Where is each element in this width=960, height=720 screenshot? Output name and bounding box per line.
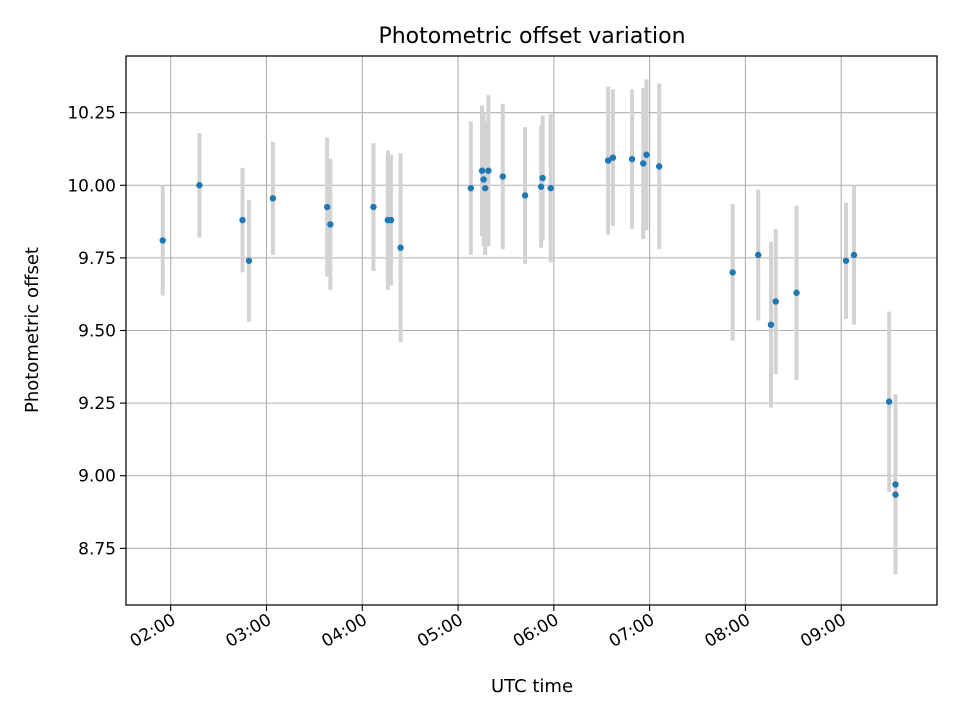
data-point <box>159 237 166 244</box>
chart-title: Photometric offset variation <box>378 24 685 49</box>
data-point <box>628 155 636 163</box>
data-point <box>729 269 736 276</box>
data-points <box>159 151 899 498</box>
data-point <box>467 184 475 192</box>
data-point <box>269 195 277 202</box>
y-tick-label: 9.25 <box>78 394 116 414</box>
x-tick-label: 09:00 <box>797 610 849 652</box>
y-axis-ticks: 8.75 9.00 9.25 9.50 9.75 10.00 10.25 <box>67 104 126 559</box>
y-tick-label: 9.00 <box>78 467 116 487</box>
data-point <box>772 298 779 305</box>
data-point <box>609 154 617 161</box>
y-tick-label: 9.75 <box>78 249 116 269</box>
data-point <box>370 203 377 211</box>
y-tick-label: 9.50 <box>78 322 116 342</box>
data-point <box>842 257 850 264</box>
x-axis-label: UTC time <box>491 676 573 697</box>
data-point <box>397 244 404 251</box>
x-axis-ticks: 02:00 03:00 04:00 05:00 06:00 07:00 08:00 09:00 <box>127 605 850 652</box>
data-point <box>850 251 858 259</box>
x-tick-label: 06:00 <box>510 610 562 652</box>
data-point <box>547 184 554 192</box>
error-bars <box>160 79 898 575</box>
data-point <box>537 183 545 190</box>
data-point <box>499 173 506 180</box>
data-point <box>754 251 762 259</box>
data-point <box>767 321 775 328</box>
data-point <box>640 160 647 167</box>
data-point <box>480 176 487 183</box>
data-point <box>539 174 546 182</box>
data-point <box>323 203 331 211</box>
data-point <box>892 481 899 488</box>
y-tick-label: 10.00 <box>67 176 116 196</box>
data-point <box>327 221 334 228</box>
data-point <box>656 163 663 170</box>
x-tick-label: 03:00 <box>223 610 275 652</box>
x-tick-label: 08:00 <box>701 610 753 652</box>
data-point <box>482 184 489 192</box>
data-point <box>387 216 395 224</box>
data-point <box>239 216 246 224</box>
data-point <box>485 167 492 174</box>
y-tick-label: 10.25 <box>67 104 116 124</box>
data-point <box>245 257 253 264</box>
y-axis-label: Photometric offset <box>22 247 43 413</box>
data-point <box>885 398 893 405</box>
data-point <box>521 192 529 199</box>
grid-lines <box>126 56 937 605</box>
data-point <box>478 167 486 174</box>
x-tick-label: 07:00 <box>606 610 658 652</box>
data-point <box>196 182 203 189</box>
data-point <box>793 289 800 296</box>
x-tick-label: 04:00 <box>318 610 370 652</box>
y-tick-label: 8.75 <box>78 539 116 559</box>
x-tick-label: 05:00 <box>414 610 466 652</box>
x-tick-label: 02:00 <box>127 610 179 652</box>
data-point <box>892 491 899 498</box>
data-point <box>604 157 612 164</box>
data-point <box>643 151 650 158</box>
